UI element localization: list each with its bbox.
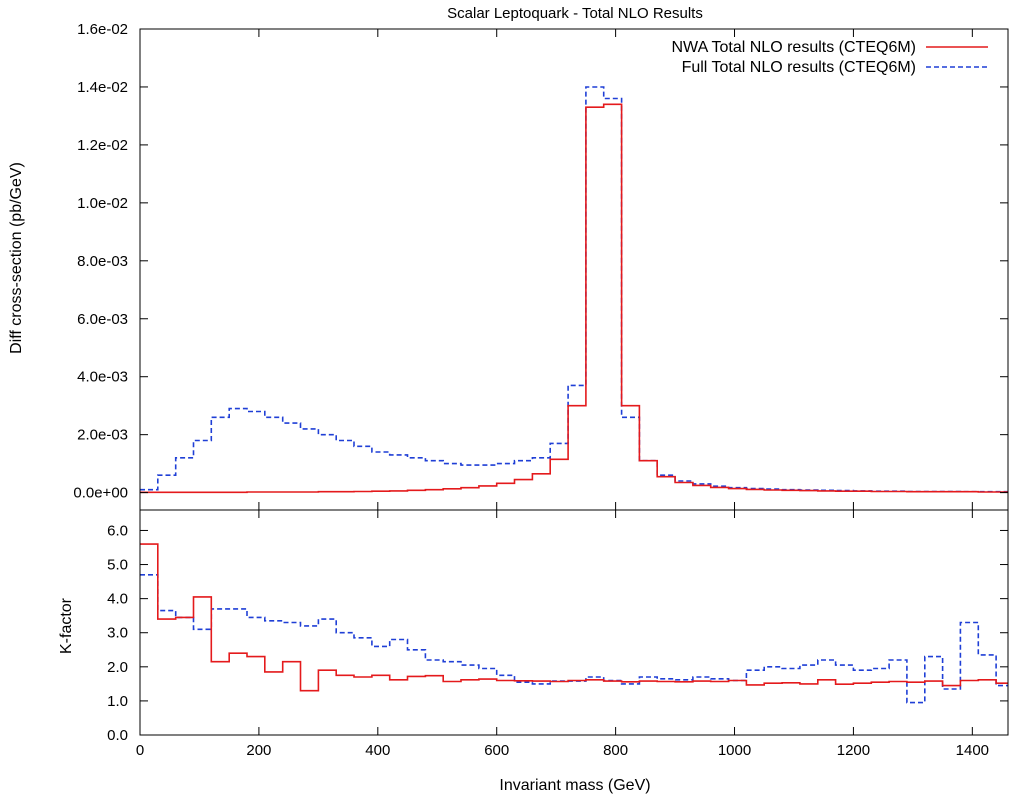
y-tick-label: 2.0e-03 <box>77 427 128 444</box>
x-axis-label: Invariant mass (GeV) <box>499 777 650 794</box>
x-tick-label: 1400 <box>956 742 989 759</box>
y-tick-label: 2.0 <box>107 659 128 676</box>
y-tick-label: 6.0 <box>107 522 128 539</box>
y-tick-label: 0.0e+00 <box>73 485 128 502</box>
x-tick-label: 400 <box>365 742 390 759</box>
y-tick-label: 1.0 <box>107 693 128 710</box>
legend-label: NWA Total NLO results (CTEQ6M) <box>672 39 917 56</box>
x-tick-label: 800 <box>603 742 628 759</box>
y-tick-label: 1.6e-02 <box>77 21 128 38</box>
y-tick-label: 4.0 <box>107 591 128 608</box>
series-line-nwa-panel-1 <box>140 543 1008 692</box>
x-tick-label: 1000 <box>718 742 751 759</box>
x-tick-label: 200 <box>246 742 271 759</box>
y-tick-label: 1.2e-02 <box>77 137 128 154</box>
y-tick-label: 8.0e-03 <box>77 253 128 270</box>
series-line-full-panel-0 <box>140 86 1008 493</box>
x-tick-label: 0 <box>136 742 144 759</box>
legend: NWA Total NLO results (CTEQ6M) Full Total… <box>672 39 988 76</box>
y-axis-label-k-factor: K-factor <box>58 597 75 654</box>
legend-label: Full Total NLO results (CTEQ6M) <box>682 59 916 76</box>
plot-frame <box>139 28 1009 511</box>
x-tick-label: 1200 <box>837 742 870 759</box>
y-tick-label: 4.0e-03 <box>77 369 128 386</box>
cross-section-panel: 0.0e+00 2.0e-03 4.0e-03 6.0e-03 8.0e-03 1.0e-… <box>73 21 1009 511</box>
chart-title: Scalar Leptoquark - Total NLO Results <box>447 5 703 22</box>
k-factor-panel: 0.0 1.0 2.0 3.0 4.0 5.0 6.0 0 200 400 600 800 1000 12… <box>107 509 1009 759</box>
series-line-nwa-panel-0 <box>140 103 1008 494</box>
x-tick-label: 600 <box>484 742 509 759</box>
y-tick-label: 1.0e-02 <box>77 195 128 212</box>
y-tick-label: 1.4e-02 <box>77 79 128 96</box>
plot-frame <box>139 509 1009 736</box>
y-tick-label: 5.0 <box>107 557 128 574</box>
y-tick-label: 0.0 <box>107 727 128 744</box>
y-tick-label: 3.0 <box>107 625 128 642</box>
y-tick-label: 6.0e-03 <box>77 311 128 328</box>
series-line-full-panel-1 <box>140 574 1008 704</box>
y-axis-label-cross-section: Diff cross-section (pb/GeV) <box>8 162 25 354</box>
